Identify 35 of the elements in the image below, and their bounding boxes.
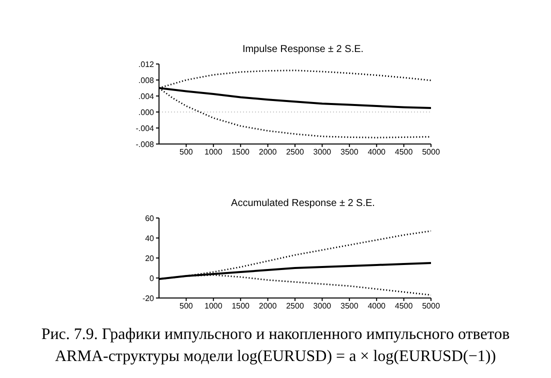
y-tick-label: 40 [145, 234, 155, 243]
x-tick-label: 3000 [313, 148, 332, 157]
y-tick-label: .008 [138, 76, 155, 85]
chart-title: Accumulated Response ± 2 S.E. [230, 198, 376, 211]
x-tick-label: 4000 [368, 148, 386, 157]
x-tick-label: 2000 [258, 302, 278, 311]
x-tick-label: 5000 [422, 302, 440, 311]
x-tick-label: 4000 [368, 302, 386, 311]
x-tick-label: 1500 [232, 302, 250, 311]
y-tick-label: -.004 [136, 124, 155, 133]
y-tick-label: .012 [138, 60, 155, 69]
y-tick-label: -.008 [136, 140, 155, 149]
x-tick-label: 4500 [394, 302, 414, 311]
y-tick-label: 0 [150, 274, 155, 283]
y-tick-label: 60 [145, 214, 155, 223]
x-tick-label: 2000 [258, 148, 278, 157]
y-tick-label: .004 [138, 92, 155, 101]
x-tick-label: 3000 [313, 302, 332, 311]
chart-title: Impulse Response ± 2 S.E. [241, 44, 365, 57]
x-tick-label: 2500 [286, 302, 304, 311]
x-tick-label: 1000 [204, 302, 223, 311]
x-tick-label: 500 [180, 148, 194, 157]
x-tick-label: 500 [180, 302, 194, 311]
text: ARMA-структуры модели log(EURUSD) = a × log(EURUSD(−1)) [54, 347, 497, 367]
y-tick-label: .000 [138, 108, 155, 117]
x-tick-label: 3500 [340, 302, 359, 311]
x-tick-label: 5000 [422, 148, 440, 157]
x-tick-label: 4500 [394, 148, 414, 157]
x-tick-label: 3500 [340, 148, 359, 157]
x-tick-label: 1000 [204, 148, 223, 157]
text: Рис. 7.9. Графики импульсного и накопленного импульсного ответов [40, 325, 511, 345]
y-tick-label: -20 [142, 294, 155, 303]
x-tick-label: 2500 [286, 148, 304, 157]
x-tick-label: 1500 [232, 148, 250, 157]
y-tick-label: 20 [145, 254, 155, 263]
